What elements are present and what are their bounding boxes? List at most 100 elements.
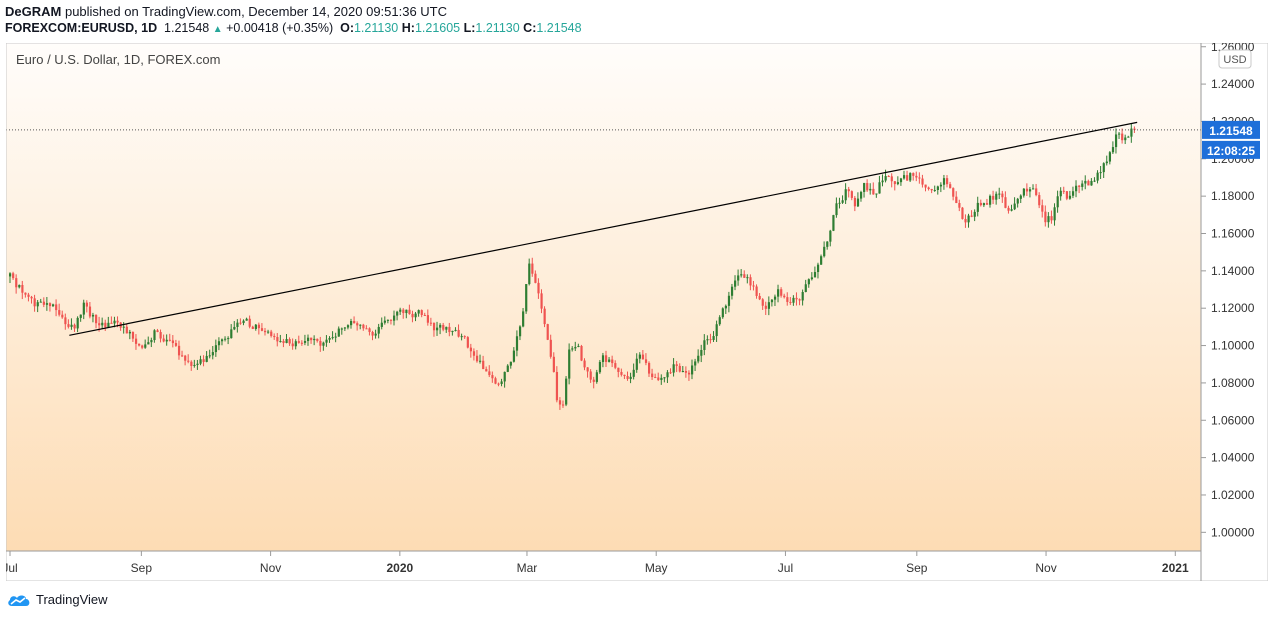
price-tick-label: 1.08000: [1211, 376, 1255, 390]
candle-down-body: [675, 364, 678, 366]
candle-down-body: [979, 202, 982, 206]
time-tick-label: Jul: [6, 561, 18, 575]
candle-up-body: [816, 264, 820, 273]
candle-up-body: [454, 329, 457, 331]
candle-down-body: [300, 342, 304, 344]
currency-badge-label: USD: [1223, 54, 1246, 66]
candle-down-body: [552, 356, 555, 372]
candle-up-body: [1127, 136, 1130, 138]
candle-up-body: [230, 329, 233, 339]
candle-up-body: [595, 372, 598, 382]
price-tick-label: 1.18000: [1211, 189, 1255, 203]
candle-down-body: [174, 343, 178, 346]
candle-down-body: [789, 301, 792, 303]
candles-group: [9, 123, 1136, 410]
candle-down-body: [850, 191, 853, 198]
candle-up-body: [1059, 190, 1062, 197]
time-axis[interactable]: Jul Sep Nov 2020 Mar May Jul Sep Nov 2021: [6, 551, 1189, 575]
candle-down-body: [485, 369, 488, 372]
candle-down-body: [669, 372, 672, 374]
candle-up-body: [522, 311, 525, 327]
candle-down-body: [442, 324, 445, 330]
candle-down-body: [1133, 128, 1136, 130]
candle-up-body: [777, 289, 780, 297]
candle-down-body: [141, 345, 144, 348]
candle-up-body: [899, 178, 903, 183]
candle-down-body: [24, 292, 27, 295]
candle-up-body: [1111, 147, 1115, 153]
candle-down-body: [648, 362, 651, 374]
candle-down-body: [866, 183, 869, 191]
candle-up-body: [571, 348, 574, 350]
candle-up-body: [436, 327, 439, 331]
candle-up-body: [712, 336, 715, 340]
candle-up-body: [1084, 180, 1087, 184]
price-tick-label: 1.14000: [1211, 264, 1255, 278]
candle-up-body: [998, 193, 1001, 195]
candle-down-body: [125, 326, 128, 334]
candle-up-body: [1105, 161, 1108, 164]
candle-down-body: [356, 323, 359, 326]
candle-down-body: [623, 374, 626, 377]
candle-down-body: [276, 337, 279, 342]
candle-down-body: [644, 359, 648, 363]
price-axis[interactable]: 1.00000 1.02000 1.04000 1.06000 1.08000 1.100…: [1201, 43, 1255, 539]
author-name[interactable]: DeGRAM: [5, 4, 62, 19]
candle-up-body: [107, 322, 110, 328]
candle-down-body: [353, 321, 356, 324]
candle-up-body: [150, 340, 153, 343]
candle-down-body: [171, 340, 175, 344]
candle-down-body: [761, 299, 764, 306]
candle-up-body: [220, 339, 224, 342]
candle-down-body: [795, 297, 798, 300]
trend-line[interactable]: [69, 121, 1138, 336]
candle-down-body: [248, 318, 251, 327]
candle-up-body: [279, 341, 282, 343]
candle-up-body: [346, 325, 350, 328]
candle-up-body: [859, 191, 863, 199]
price-chart[interactable]: 1.00000 1.02000 1.04000 1.06000 1.08000 1.100…: [6, 43, 1268, 581]
price-tick-label: 1.10000: [1211, 339, 1255, 353]
candle-up-body: [1013, 203, 1016, 210]
candle-down-body: [12, 273, 15, 279]
candle-down-body: [88, 306, 92, 317]
candle-down-body: [429, 322, 433, 324]
candle-up-body: [598, 362, 602, 373]
candle-down-body: [970, 215, 973, 217]
high-value: 1.21605: [414, 21, 461, 35]
candle-up-body: [515, 336, 519, 351]
candle-up-body: [343, 327, 347, 329]
candle-up-body: [1056, 196, 1059, 208]
candle-down-body: [64, 317, 67, 325]
last-price: 1.21548: [164, 21, 210, 35]
candle-down-body: [426, 315, 430, 323]
candle-down-body: [138, 343, 141, 346]
candle-down-body: [1004, 197, 1007, 208]
candle-up-body: [878, 182, 881, 194]
candle-up-body: [838, 202, 841, 204]
candle-up-body: [445, 326, 448, 330]
candle-up-body: [503, 371, 506, 382]
candle-down-body: [1038, 195, 1041, 206]
open-value: 1.21130: [353, 21, 399, 35]
candle-down-body: [543, 308, 546, 325]
candle-up-body: [383, 320, 386, 323]
currency-badge[interactable]: [1218, 49, 1252, 69]
tradingview-logo[interactable]: TradingView: [7, 592, 108, 607]
candle-up-body: [574, 346, 577, 349]
candle-up-body: [1081, 183, 1084, 187]
candle-up-body: [500, 381, 503, 384]
candle-down-body: [641, 354, 645, 360]
candle-up-body: [1090, 180, 1093, 186]
candle-up-body: [773, 296, 777, 300]
candle-down-body: [1001, 193, 1004, 198]
candle-down-body: [184, 355, 187, 361]
candle-up-body: [1028, 189, 1032, 192]
candle-up-body: [79, 314, 82, 318]
candle-down-body: [116, 320, 119, 323]
candle-down-body: [749, 277, 752, 286]
candle-up-body: [205, 355, 208, 362]
candle-up-body: [512, 350, 516, 362]
candle-up-body: [294, 341, 297, 347]
candle-up-body: [1096, 172, 1099, 181]
